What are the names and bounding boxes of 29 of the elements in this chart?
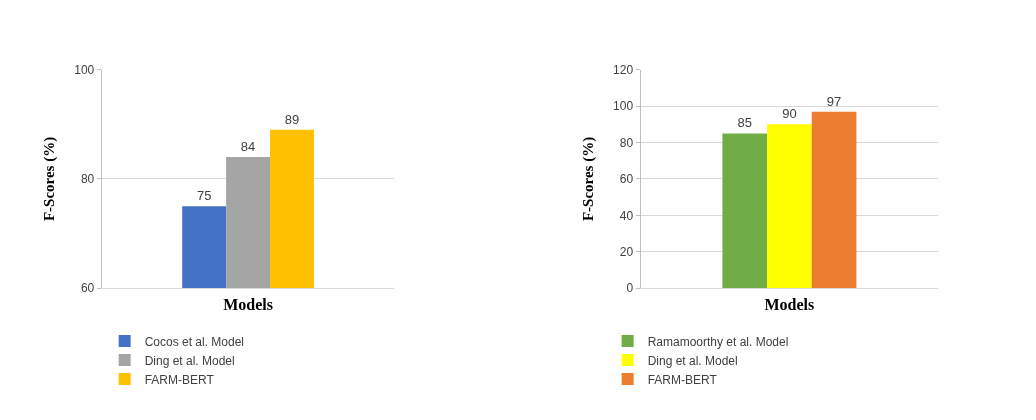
y-axis-title: F-Scores (%): [41, 136, 59, 222]
legend-label: FARM-BERT: [647, 372, 718, 387]
x-axis-title: Models: [764, 296, 815, 314]
y-tick-label: 80: [619, 135, 634, 150]
legend-label: Ding et al. Model: [144, 353, 235, 368]
y-tick-label: 100: [613, 99, 634, 114]
y-tick-label: 80: [80, 172, 95, 187]
x-axis-title: Models: [223, 296, 273, 314]
y-axis-title: F-Scores (%): [580, 136, 598, 222]
legend-label: FARM-BERT: [144, 372, 215, 387]
legend-label: Ramamoorthy et al. Model: [647, 334, 789, 349]
y-tick-label: 0: [626, 281, 634, 296]
y-tick-label: 40: [619, 208, 634, 223]
bar: [767, 124, 812, 289]
data-label: 90: [782, 106, 797, 122]
data-label: 97: [826, 93, 842, 109]
legend-label: Ding et al. Model: [647, 353, 738, 368]
y-tick-label: 100: [74, 62, 95, 77]
legend-label: Cocos et al. Model: [144, 334, 245, 349]
data-label: 89: [284, 111, 300, 127]
bar: [722, 133, 768, 289]
y-tick-label: 20: [619, 244, 634, 259]
y-tick-label: 60: [80, 281, 95, 296]
y-tick-label: 120: [613, 62, 634, 77]
bar: [811, 111, 857, 289]
y-tick-label: 60: [619, 172, 634, 187]
data-label: 85: [737, 115, 752, 131]
data-label: 84: [240, 139, 256, 155]
data-label: 75: [196, 188, 212, 204]
